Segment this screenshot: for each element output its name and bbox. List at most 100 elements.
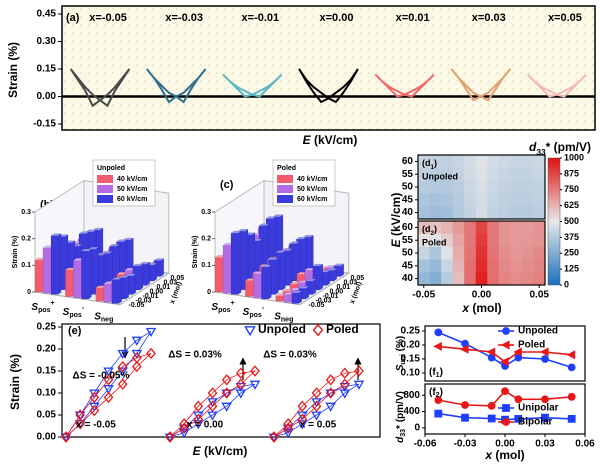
bar-top (275, 250, 286, 253)
heat-cell (418, 246, 430, 260)
marker (207, 398, 218, 408)
marker (207, 411, 218, 421)
heat-cell (475, 272, 488, 286)
heat-cell (441, 206, 454, 220)
heat-cell (498, 180, 511, 194)
heat-cell (475, 180, 488, 194)
heat-cell (475, 193, 488, 207)
heat-cell (487, 221, 500, 235)
panel-label: (c) (220, 179, 234, 191)
heat-cell (441, 272, 454, 286)
strain-loop (450, 68, 511, 102)
bar-top (125, 273, 136, 276)
colorbar-tick-label: 625 (564, 200, 579, 210)
x-tick-label: 0.06 (575, 439, 595, 450)
bar-top (289, 241, 300, 244)
bar (230, 230, 242, 295)
marker (541, 355, 549, 363)
marker (502, 327, 510, 335)
y-tick-label: 40 (402, 207, 414, 218)
colorbar-tick-label: 0 (564, 279, 569, 289)
heat-cell (475, 206, 488, 220)
y-axis-label-part: (%) (395, 336, 406, 354)
loop-line (65, 353, 152, 438)
marker (325, 387, 336, 399)
heat-cell (510, 272, 523, 286)
y-axis-label: Strain (%) (6, 42, 20, 98)
bar (81, 248, 92, 300)
marker (311, 398, 322, 408)
marker (297, 400, 308, 412)
marker (117, 378, 128, 390)
bar-top (296, 272, 307, 275)
marker (541, 395, 549, 404)
heat-cell (533, 167, 546, 181)
group-label-part: pos (249, 312, 262, 319)
legend-label: Unpoled (518, 326, 558, 337)
marker (117, 349, 128, 360)
group-label-part: - (262, 305, 265, 312)
heat-cell (452, 193, 465, 207)
y-tick-label: 55 (402, 235, 414, 246)
heat-cell (475, 246, 488, 260)
y-tick-label: 60 (402, 222, 414, 233)
heat-cell (452, 259, 465, 273)
legend-label: 60 kV/cm (297, 196, 327, 203)
strain-loop (298, 68, 359, 104)
loop-line (169, 370, 257, 438)
heat-cell (452, 233, 465, 247)
group-label: x = 0.05 (300, 420, 337, 431)
plot-area (61, 5, 596, 131)
group-label-part: S (211, 302, 218, 313)
x-axis-label: x (mol) (484, 448, 524, 462)
x-axis-label-part: E (193, 444, 202, 458)
heat-cell (533, 206, 546, 220)
legend-title: Unpoled (97, 165, 125, 172)
bar-top (312, 264, 323, 267)
heat-cell (429, 167, 442, 181)
panel-label-part: 1 (436, 372, 440, 379)
bar-top (259, 223, 269, 226)
x-axis-label-part: (kV/cm) (201, 444, 248, 458)
marker (325, 402, 336, 412)
marker (325, 374, 336, 386)
marker (311, 411, 322, 421)
marker (501, 387, 509, 395)
heat-cell (441, 167, 454, 181)
x-axis-label: E (kV/cm) (303, 133, 358, 147)
series-label: x=-0.05 (89, 12, 127, 24)
heat-cell (452, 206, 465, 220)
y-tick-label: 0.15 (37, 64, 57, 75)
group-label: Spos- (243, 305, 265, 319)
heat-cell (475, 221, 488, 235)
bar-top (73, 258, 84, 261)
x-axis-label-part: E (303, 133, 312, 147)
y-tick-label: 0.10 (401, 368, 421, 379)
marker (514, 415, 523, 423)
bar-top (124, 268, 135, 271)
heat-cell (533, 246, 546, 260)
colorbar-title-part: * (pm/V) (546, 140, 591, 154)
heat-cell (498, 193, 511, 207)
heat-cell (429, 206, 442, 220)
y-tick-label: 0.45 (37, 9, 57, 20)
x-tick-label: 0.00 (495, 439, 515, 450)
heat-cell (533, 155, 546, 169)
marker (117, 360, 128, 373)
series-label: x=-0.03 (165, 12, 203, 24)
heat-cell (487, 272, 500, 286)
heat-cell (464, 206, 477, 220)
bar-top (238, 229, 248, 232)
depth-tick-label: -0.05 (309, 302, 325, 309)
marker (282, 429, 294, 439)
depth-tick-label: -0.01 (323, 293, 339, 300)
strain-loop (526, 73, 588, 98)
heat-cell (510, 155, 523, 169)
heat-cell (475, 259, 488, 273)
marker (145, 327, 157, 338)
y-tick-label: 50 (402, 248, 414, 259)
y-axis-label-part: uni (400, 354, 407, 365)
heat-cell (510, 193, 523, 207)
heat-cell (498, 221, 511, 235)
legend-label: 40 kV/cm (117, 176, 147, 183)
